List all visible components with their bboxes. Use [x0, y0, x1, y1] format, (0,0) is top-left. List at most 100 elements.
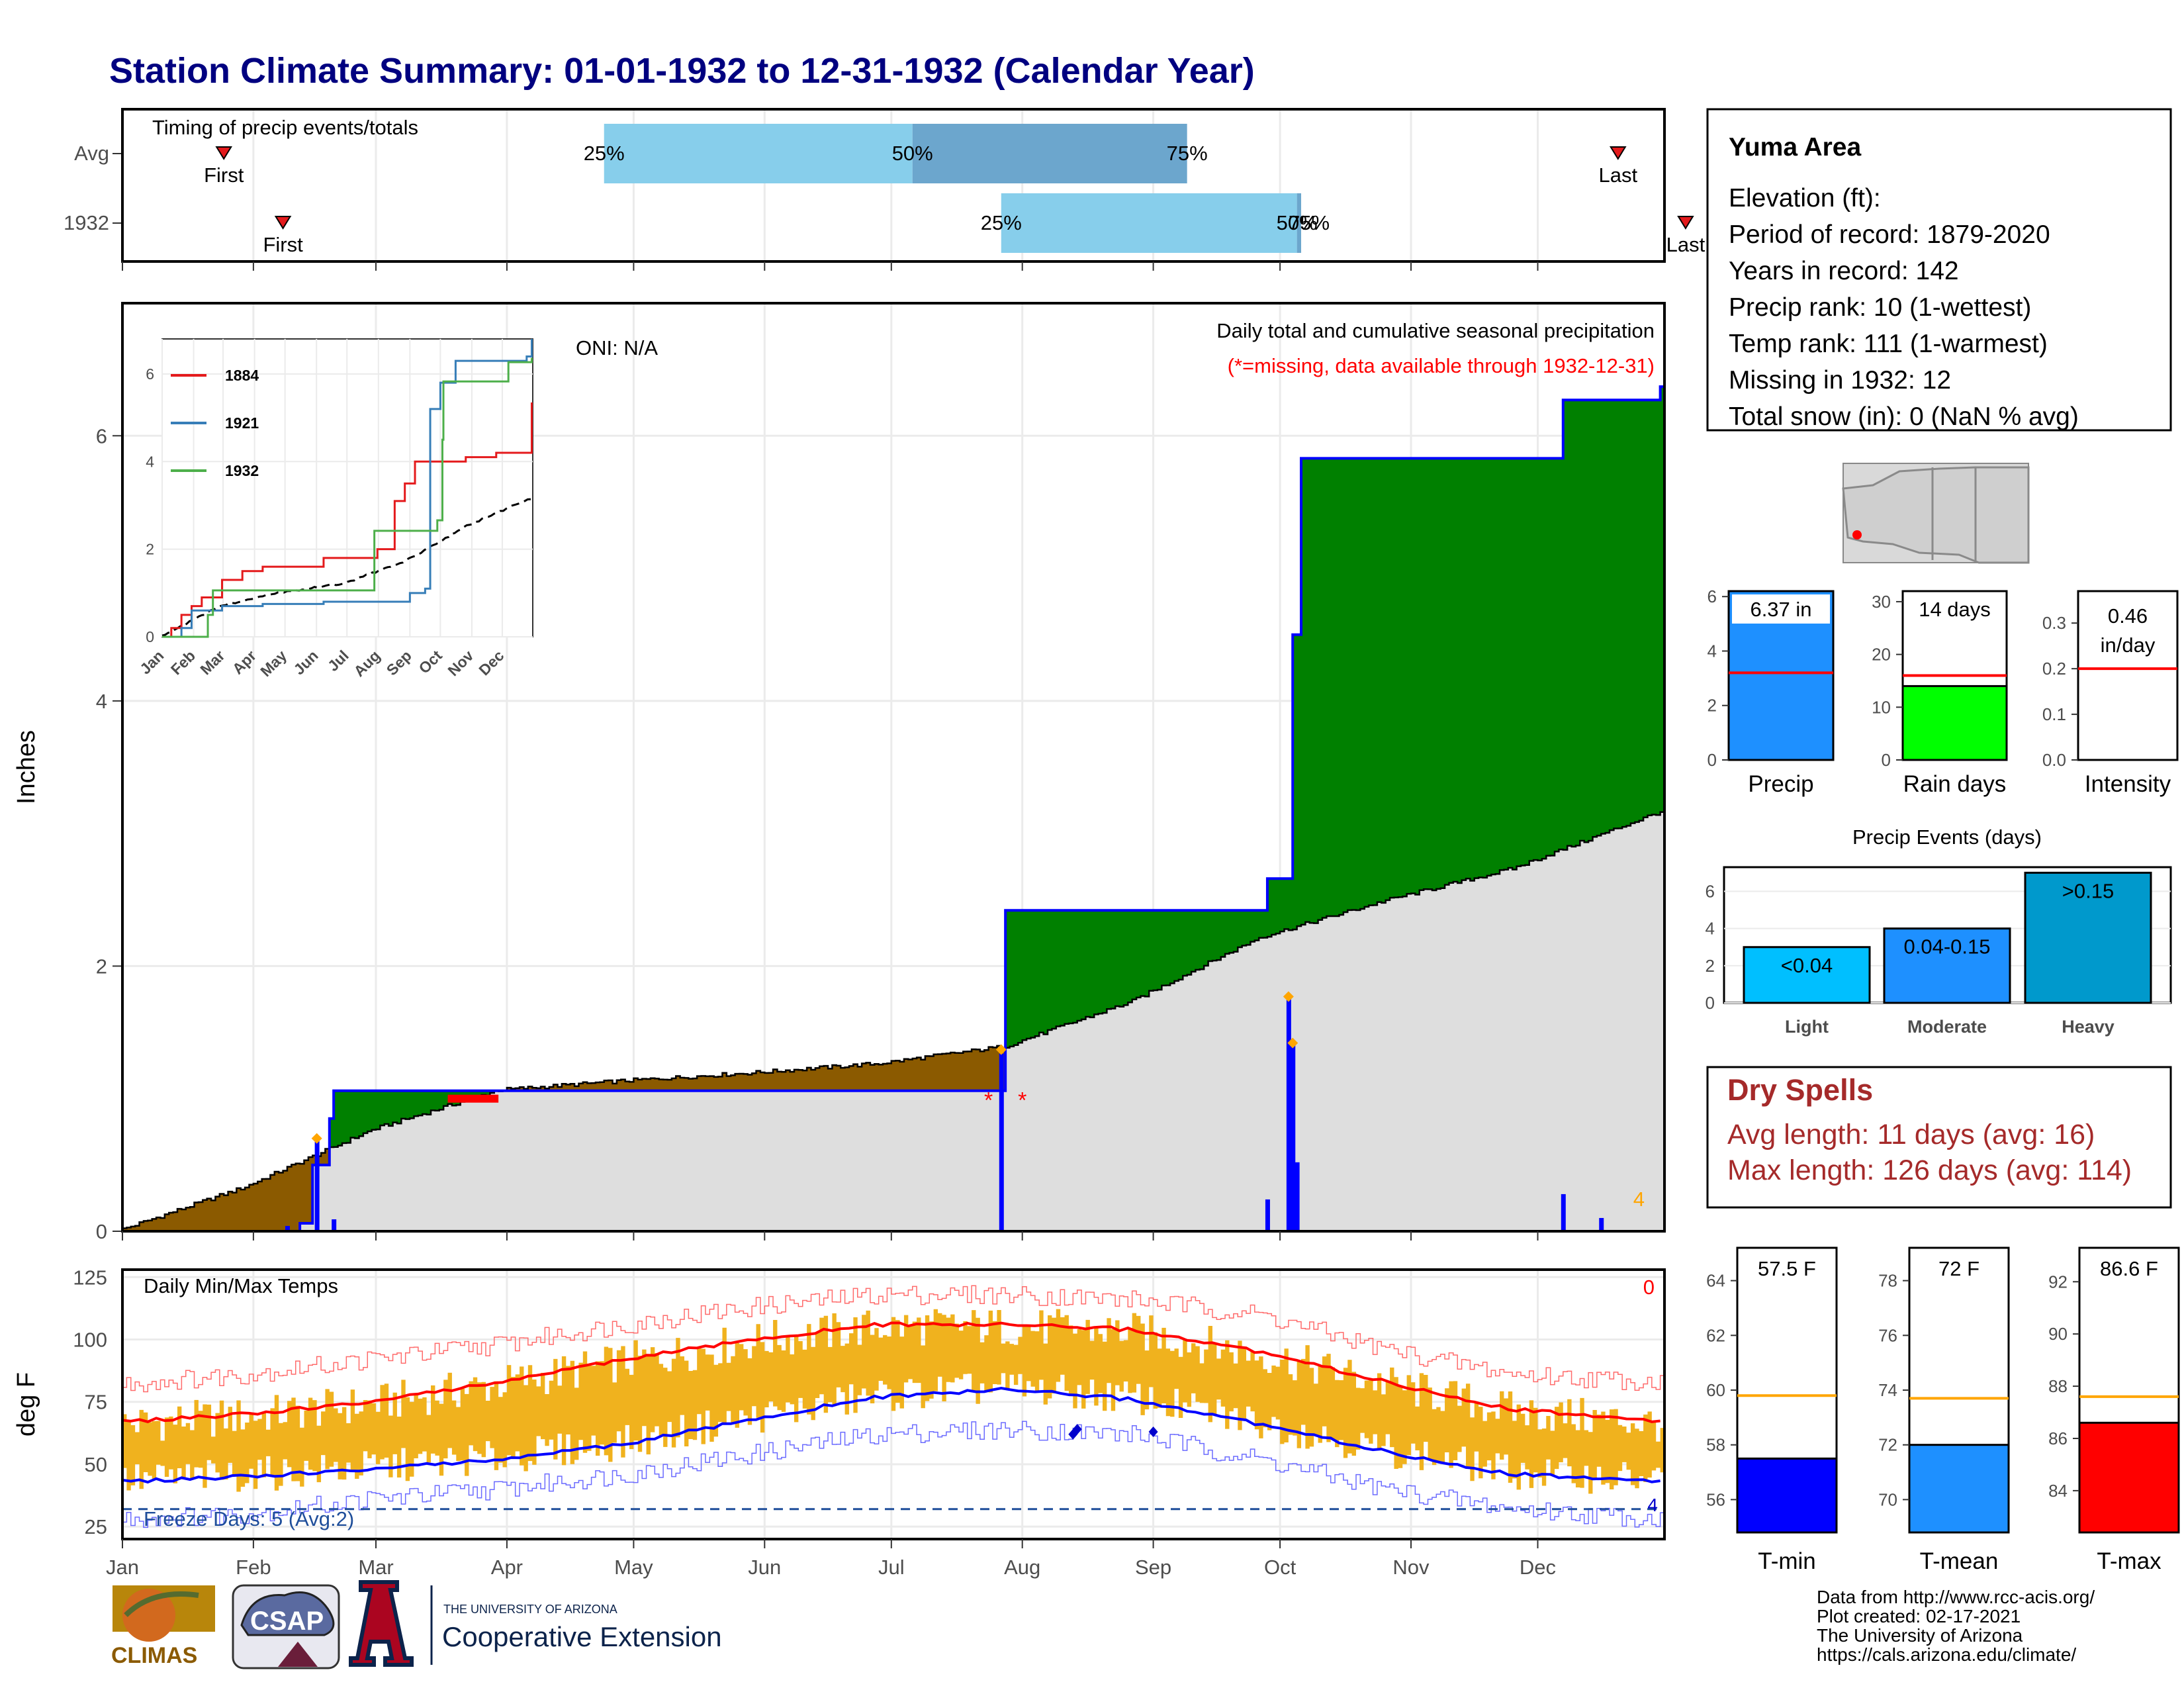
- month-label: Jun: [748, 1556, 781, 1579]
- station-info-line: Total snow (in): 0 (NaN % avg): [1729, 402, 2079, 431]
- temp-summary-ytick-label: 56: [1706, 1489, 1725, 1509]
- events-bar-label: Light: [1785, 1017, 1829, 1037]
- station-info-box: Yuma Area Elevation (ft): Period of recor…: [1706, 108, 2172, 432]
- summary-value: 14 days: [1919, 598, 1991, 621]
- summary-ytick-label: 0.0: [2042, 750, 2066, 770]
- precip-missing-note: (*=missing, data available through 1932-…: [1228, 354, 1655, 377]
- precip-ytick-label: 0: [96, 1220, 107, 1243]
- dry-spells-box: Dry Spells Avg length: 11 days (avg: 16)…: [1706, 1066, 2172, 1209]
- temp-summary-ytick-label: 62: [1706, 1325, 1725, 1345]
- month-label: Dec: [1520, 1556, 1556, 1579]
- summary-value: 6.37 in: [1750, 598, 1811, 621]
- temp-summary-ytick-label: 86: [2048, 1429, 2068, 1448]
- month-label: Jan: [106, 1556, 139, 1579]
- summary-value-box: [2081, 594, 2174, 654]
- summary-ytick-label: 20: [1872, 645, 1891, 665]
- temp-summary-ytick-label: 84: [2048, 1481, 2068, 1501]
- summary-value-unit: in/day: [2101, 633, 2156, 657]
- summary-ytick-label: 2: [1707, 696, 1717, 716]
- inset-ytick-label: 4: [146, 453, 154, 470]
- precip-daily-bar: [1265, 1199, 1270, 1231]
- summary-value-box: [1732, 594, 1830, 624]
- month-label: Jul: [878, 1556, 905, 1579]
- summary-ytick-label: 6: [1707, 586, 1717, 606]
- temp-summary-label: T-min: [1758, 1548, 1816, 1574]
- summary-value-box: [1906, 594, 2003, 624]
- timing-first-label: First: [263, 233, 303, 256]
- precip-surplus-area: [329, 387, 1664, 1148]
- station-info-line: Temp rank: 111 (1-warmest): [1729, 330, 2048, 358]
- precip-daily-bar: [332, 1219, 337, 1231]
- ua-small-text: THE UNIVERSITY OF ARIZONA: [443, 1603, 617, 1616]
- inset-legend-label: 1921: [225, 414, 259, 432]
- temp-ytick-label: 50: [85, 1453, 107, 1476]
- precip-missing-marker: *: [1018, 1088, 1026, 1113]
- station-location-marker: [1852, 530, 1862, 539]
- inset-ytick-label: 2: [146, 541, 154, 558]
- precip-event-marker: [311, 1133, 322, 1144]
- temp-panel-label: Daily Min/Max Temps: [144, 1274, 338, 1297]
- summary-ytick-label: 0.2: [2042, 659, 2066, 679]
- month-label: Sep: [1135, 1556, 1171, 1579]
- station-info-line: Years in record: 142: [1729, 257, 1959, 285]
- temp-summary-ytick-label: 70: [1878, 1489, 1897, 1509]
- page-title: Station Climate Summary: 01-01-1932 to 1…: [109, 51, 1255, 91]
- temp-record-marker: [1072, 1424, 1082, 1435]
- events-ytick-label: 6: [1706, 882, 1715, 902]
- precip-ytick-label: 2: [96, 955, 107, 978]
- timing-last-marker: [1609, 146, 1627, 160]
- summary-value: 0.46: [2108, 604, 2148, 628]
- precip-daily-bar: [999, 1053, 1004, 1231]
- university-of-arizona-logo: THE UNIVERSITY OF ARIZONA Cooperative Ex…: [349, 1580, 722, 1667]
- month-label: Nov: [1392, 1556, 1430, 1579]
- station-name: Yuma Area: [1729, 133, 1861, 162]
- summary-ytick-label: 0.1: [2042, 704, 2066, 724]
- footer-line: Data from http://www.rcc-acis.org/: [1817, 1587, 2095, 1607]
- coop-ext-text: Cooperative Extension: [442, 1621, 722, 1652]
- summary-ytick-label: 30: [1872, 592, 1891, 612]
- precip-daily-bar: [1561, 1194, 1566, 1231]
- timing-q75-label: 75%: [1289, 211, 1330, 234]
- timing-q25-label: 25%: [584, 142, 625, 165]
- temp-summary-value: 72 F: [1938, 1257, 1979, 1280]
- temp-frame: [121, 1268, 1666, 1540]
- temp-record-high-line: [122, 1285, 1664, 1393]
- inset-ytick-label: 0: [146, 628, 154, 645]
- freeze-count: 4: [1647, 1495, 1658, 1515]
- station-info-line: Elevation (ft):: [1729, 184, 1881, 212]
- inset-series-line: [162, 339, 533, 638]
- inset-ytick-label: 6: [146, 365, 154, 383]
- timing-row-label: Avg: [74, 142, 109, 165]
- temp-summary-ytick-label: 60: [1706, 1380, 1725, 1400]
- summary-label: Rain days: [1903, 771, 2007, 797]
- precip-daily-bar: [285, 1225, 290, 1231]
- temp-ytick-label: 25: [85, 1515, 107, 1538]
- climas-logo: CLIMAS: [111, 1585, 215, 1668]
- inset-legend-label: 1932: [225, 462, 259, 479]
- events-ytick-label: 0: [1706, 993, 1715, 1013]
- csap-logo: CSAP: [232, 1584, 340, 1669]
- precip-event-marker: [1283, 991, 1294, 1002]
- month-label: Mar: [358, 1556, 393, 1579]
- events-bar-tag: >0.15: [2062, 879, 2114, 902]
- temp-corner-count: 0: [1643, 1276, 1655, 1299]
- dry-spells-avg: Avg length: 11 days (avg: 16): [1727, 1119, 2095, 1150]
- timing-first-label: First: [204, 164, 244, 187]
- month-label: Feb: [236, 1556, 271, 1579]
- summary-ytick-label: 0: [1707, 750, 1717, 770]
- summary-ytick-label: 0: [1882, 750, 1891, 770]
- timing-q25-label: 25%: [981, 211, 1022, 234]
- precip-ytick-label: 6: [96, 424, 107, 447]
- summary-label: Intensity: [2085, 771, 2171, 797]
- station-info-line: Period of record: 1879-2020: [1729, 220, 2050, 249]
- temp-summary-ytick-label: 88: [2048, 1376, 2068, 1396]
- station-info-line: Precip rank: 10 (1-wettest): [1729, 293, 2031, 322]
- precip-event-marker: [995, 1044, 1007, 1055]
- temp-ytick-label: 100: [73, 1329, 107, 1352]
- precip-ytick-label: 4: [96, 690, 107, 713]
- precip-daily-bar: [1599, 1217, 1604, 1231]
- events-bar: [1883, 927, 2011, 1004]
- events-bar-label: Moderate: [1907, 1017, 1987, 1037]
- summary-ytick-label: 0.3: [2042, 613, 2066, 633]
- temp-daily-range-bars: [122, 1309, 1664, 1494]
